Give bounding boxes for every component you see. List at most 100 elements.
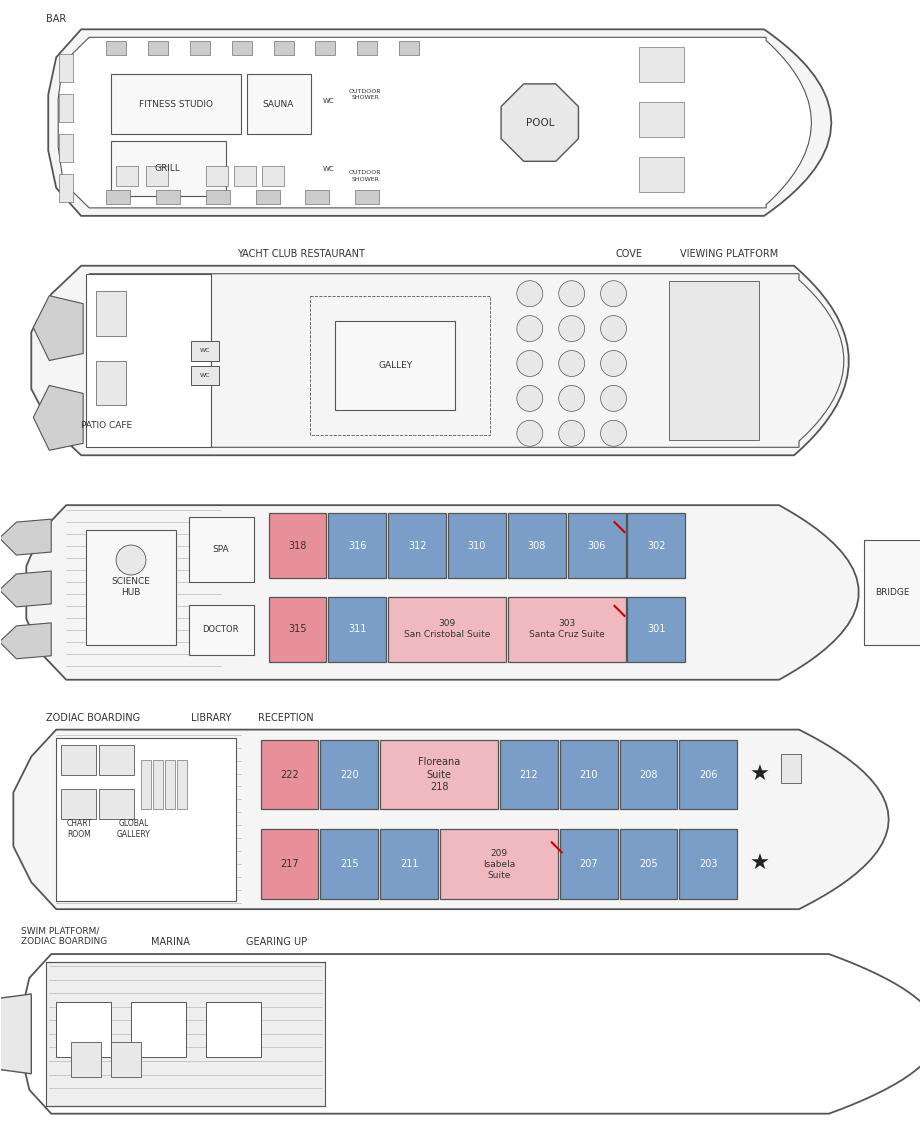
Text: POOL: POOL bbox=[526, 118, 554, 128]
Text: CHART
ROOM: CHART ROOM bbox=[66, 819, 92, 840]
Bar bbox=[59, 95, 73, 122]
Bar bbox=[389, 513, 446, 578]
Bar bbox=[141, 760, 151, 809]
Text: OUTDOOR
SHOWER: OUTDOOR SHOWER bbox=[349, 170, 381, 181]
Text: 208: 208 bbox=[639, 769, 658, 779]
Text: 212: 212 bbox=[519, 769, 538, 779]
Text: WC: WC bbox=[200, 348, 210, 353]
Text: ZODIAC BOARDING: ZODIAC BOARDING bbox=[46, 713, 140, 722]
Text: VIEWING PLATFORM: VIEWING PLATFORM bbox=[680, 249, 778, 259]
Bar bbox=[507, 513, 565, 578]
Circle shape bbox=[559, 281, 585, 307]
Polygon shape bbox=[501, 84, 578, 161]
Bar bbox=[189, 605, 253, 655]
Text: 309
San Cristobal Suite: 309 San Cristobal Suite bbox=[403, 620, 490, 639]
Bar bbox=[864, 540, 921, 645]
Text: 311: 311 bbox=[348, 624, 367, 634]
Bar bbox=[87, 531, 176, 645]
Bar bbox=[247, 74, 311, 133]
Circle shape bbox=[517, 281, 542, 307]
Bar bbox=[500, 739, 558, 809]
Bar bbox=[156, 189, 180, 204]
Bar bbox=[191, 340, 218, 361]
Text: RECEPTION: RECEPTION bbox=[258, 713, 313, 722]
Text: 210: 210 bbox=[579, 769, 598, 779]
Bar bbox=[639, 103, 684, 137]
Polygon shape bbox=[48, 30, 832, 216]
Bar bbox=[56, 1002, 111, 1057]
Bar bbox=[116, 165, 138, 186]
Polygon shape bbox=[58, 38, 811, 208]
Circle shape bbox=[559, 420, 585, 446]
Text: 308: 308 bbox=[528, 541, 546, 551]
Circle shape bbox=[600, 386, 626, 412]
Bar bbox=[153, 760, 163, 809]
Polygon shape bbox=[31, 266, 848, 455]
Text: FITNESS STUDIO: FITNESS STUDIO bbox=[139, 99, 213, 108]
Circle shape bbox=[559, 386, 585, 412]
Text: 207: 207 bbox=[579, 859, 598, 869]
Bar bbox=[256, 189, 280, 204]
Text: ★: ★ bbox=[749, 855, 769, 874]
Bar bbox=[356, 189, 379, 204]
Text: DOCTOR: DOCTOR bbox=[203, 625, 239, 634]
Bar bbox=[261, 739, 319, 809]
Bar bbox=[111, 74, 240, 133]
Bar bbox=[165, 760, 175, 809]
Circle shape bbox=[600, 316, 626, 341]
Bar bbox=[680, 830, 737, 899]
Bar bbox=[261, 830, 319, 899]
Bar bbox=[329, 513, 386, 578]
Text: 315: 315 bbox=[288, 624, 307, 634]
Text: SCIENCE
HUB: SCIENCE HUB bbox=[111, 577, 150, 597]
Circle shape bbox=[600, 420, 626, 446]
Circle shape bbox=[600, 350, 626, 377]
Text: GALLEY: GALLEY bbox=[379, 361, 413, 370]
Bar bbox=[96, 361, 126, 405]
Text: 310: 310 bbox=[468, 541, 486, 551]
Bar bbox=[639, 47, 684, 82]
Circle shape bbox=[600, 281, 626, 307]
Bar bbox=[111, 1042, 141, 1077]
Bar bbox=[321, 739, 379, 809]
Text: SWIM PLATFORM/
ZODIAC BOARDING: SWIM PLATFORM/ ZODIAC BOARDING bbox=[21, 926, 108, 946]
Bar bbox=[61, 745, 96, 775]
Bar bbox=[87, 274, 211, 447]
Polygon shape bbox=[33, 296, 83, 361]
Text: 209
Isabela
Suite: 209 Isabela Suite bbox=[483, 849, 515, 880]
Bar bbox=[620, 830, 677, 899]
Text: GRILL: GRILL bbox=[155, 164, 181, 173]
Text: 205: 205 bbox=[639, 859, 658, 869]
Bar bbox=[440, 830, 558, 899]
Bar bbox=[189, 517, 253, 582]
Text: 316: 316 bbox=[348, 541, 367, 551]
Text: LIBRARY: LIBRARY bbox=[191, 713, 231, 722]
Bar bbox=[106, 189, 130, 204]
Text: 301: 301 bbox=[647, 624, 666, 634]
Bar bbox=[71, 1042, 101, 1077]
Bar bbox=[448, 513, 506, 578]
Bar bbox=[329, 597, 386, 662]
Circle shape bbox=[517, 386, 542, 412]
Circle shape bbox=[517, 420, 542, 446]
Text: SAUNA: SAUNA bbox=[262, 99, 294, 108]
Polygon shape bbox=[0, 570, 52, 607]
Text: BAR: BAR bbox=[46, 15, 66, 24]
Polygon shape bbox=[0, 519, 52, 555]
Bar bbox=[389, 597, 506, 662]
Bar bbox=[315, 41, 335, 55]
Bar bbox=[321, 830, 379, 899]
Text: 303
Santa Cruz Suite: 303 Santa Cruz Suite bbox=[529, 620, 604, 639]
Bar bbox=[111, 141, 226, 196]
Text: COVE: COVE bbox=[616, 249, 643, 259]
Bar bbox=[335, 321, 455, 411]
Polygon shape bbox=[0, 994, 31, 1074]
Bar bbox=[61, 790, 96, 819]
Bar bbox=[106, 41, 126, 55]
Text: GLOBAL
GALLERY: GLOBAL GALLERY bbox=[117, 819, 151, 840]
Text: WC: WC bbox=[322, 98, 334, 104]
Bar bbox=[177, 760, 187, 809]
Text: 203: 203 bbox=[699, 859, 717, 869]
Bar bbox=[274, 41, 294, 55]
Text: 306: 306 bbox=[588, 541, 606, 551]
